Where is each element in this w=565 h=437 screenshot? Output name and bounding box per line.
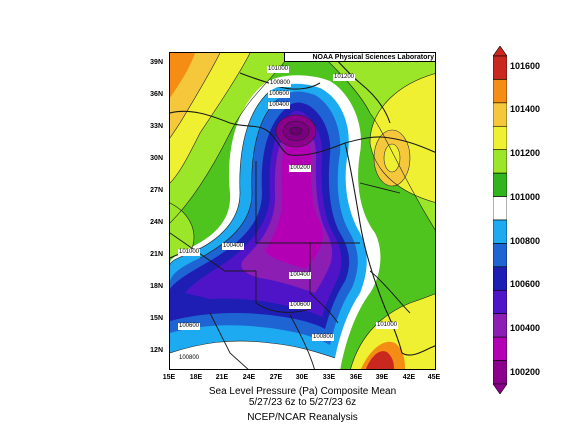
caption-source: NCEP/NCAR Reanalysis [247, 412, 358, 423]
colorbar-segment [493, 336, 507, 361]
colorbar-segment [493, 79, 507, 104]
lon-label: 27E [269, 374, 283, 381]
colorbar-segment [493, 360, 507, 385]
colorbar-segment [493, 149, 507, 174]
lat-label: 36N [150, 91, 163, 98]
colorbar-segment [493, 243, 507, 268]
contour-label: 100200 [289, 165, 312, 172]
lon-label: 24E [242, 374, 256, 381]
colorbar-top-arrow [493, 46, 507, 57]
lat-label: 12N [150, 347, 163, 354]
lon-label: 15E [162, 374, 176, 381]
lon-label: 36E [349, 374, 363, 381]
lat-label: 24N [150, 219, 163, 226]
contour-label: 100800 [178, 355, 201, 362]
colorbar-segment [493, 125, 507, 151]
contour-label: 101200 [333, 74, 356, 81]
lat-label: 18N [150, 283, 163, 290]
lon-label: 21E [215, 374, 229, 381]
colorbar-tick-label: 100200 [510, 367, 541, 377]
contour-label: 100400 [289, 272, 312, 279]
colorbar-tick-label: 100400 [510, 323, 541, 333]
colorbar-segment [493, 266, 507, 291]
colorbar-segment [493, 313, 507, 338]
caption-date-range: 5/27/23 6z to 5/27/23 6z [248, 397, 357, 408]
lat-label: 15N [150, 315, 163, 322]
contour-label: 100600 [268, 91, 291, 98]
colorbar-tick-label: 100600 [510, 279, 541, 289]
colorbar-segment [493, 172, 507, 197]
contour-label: 100800 [269, 80, 292, 87]
colorbar-tick-label: 100800 [510, 236, 541, 246]
contour-label: 100400 [222, 243, 245, 250]
colorbar-tick-label: 101200 [510, 148, 541, 158]
contour-label: 100400 [268, 102, 291, 109]
lon-label: 45E [427, 374, 441, 381]
lon-label: 18E [189, 374, 203, 381]
lat-label: 21N [150, 251, 163, 258]
colorbar-tick-label: 101600 [510, 61, 541, 71]
lat-label: 30N [150, 155, 163, 162]
contour-label: 101000 [267, 66, 290, 73]
contour-label: 101000 [178, 249, 201, 256]
colorbar-segment [493, 55, 507, 80]
lon-label: 33E [322, 374, 336, 381]
colorbar-bottom-arrow [493, 383, 507, 394]
caption-variable: Sea Level Pressure (Pa) Composite Mean [208, 386, 397, 397]
contour-label: 100600 [289, 302, 312, 309]
credit-label: NOAA Physical Sciences Laboratory [284, 53, 435, 62]
colorbar-segment [493, 196, 507, 221]
lat-label: 33N [150, 123, 163, 130]
colorbar-tick-label: 101000 [510, 192, 541, 202]
colorbar [493, 46, 507, 394]
colorbar-tick-label: 101400 [510, 104, 541, 114]
lat-label: 27N [150, 187, 163, 194]
colorbar-segment [493, 219, 507, 244]
colorbar-segment [493, 289, 507, 315]
lon-label: 42E [402, 374, 416, 381]
contour-label: 100600 [178, 323, 201, 330]
colorbar-segment [493, 102, 507, 127]
contour-label: 100800 [312, 334, 335, 341]
lat-label: 39N [150, 59, 163, 66]
lon-label: 39E [375, 374, 389, 381]
lon-label: 30E [295, 374, 309, 381]
contour-label: 101000 [376, 322, 399, 329]
